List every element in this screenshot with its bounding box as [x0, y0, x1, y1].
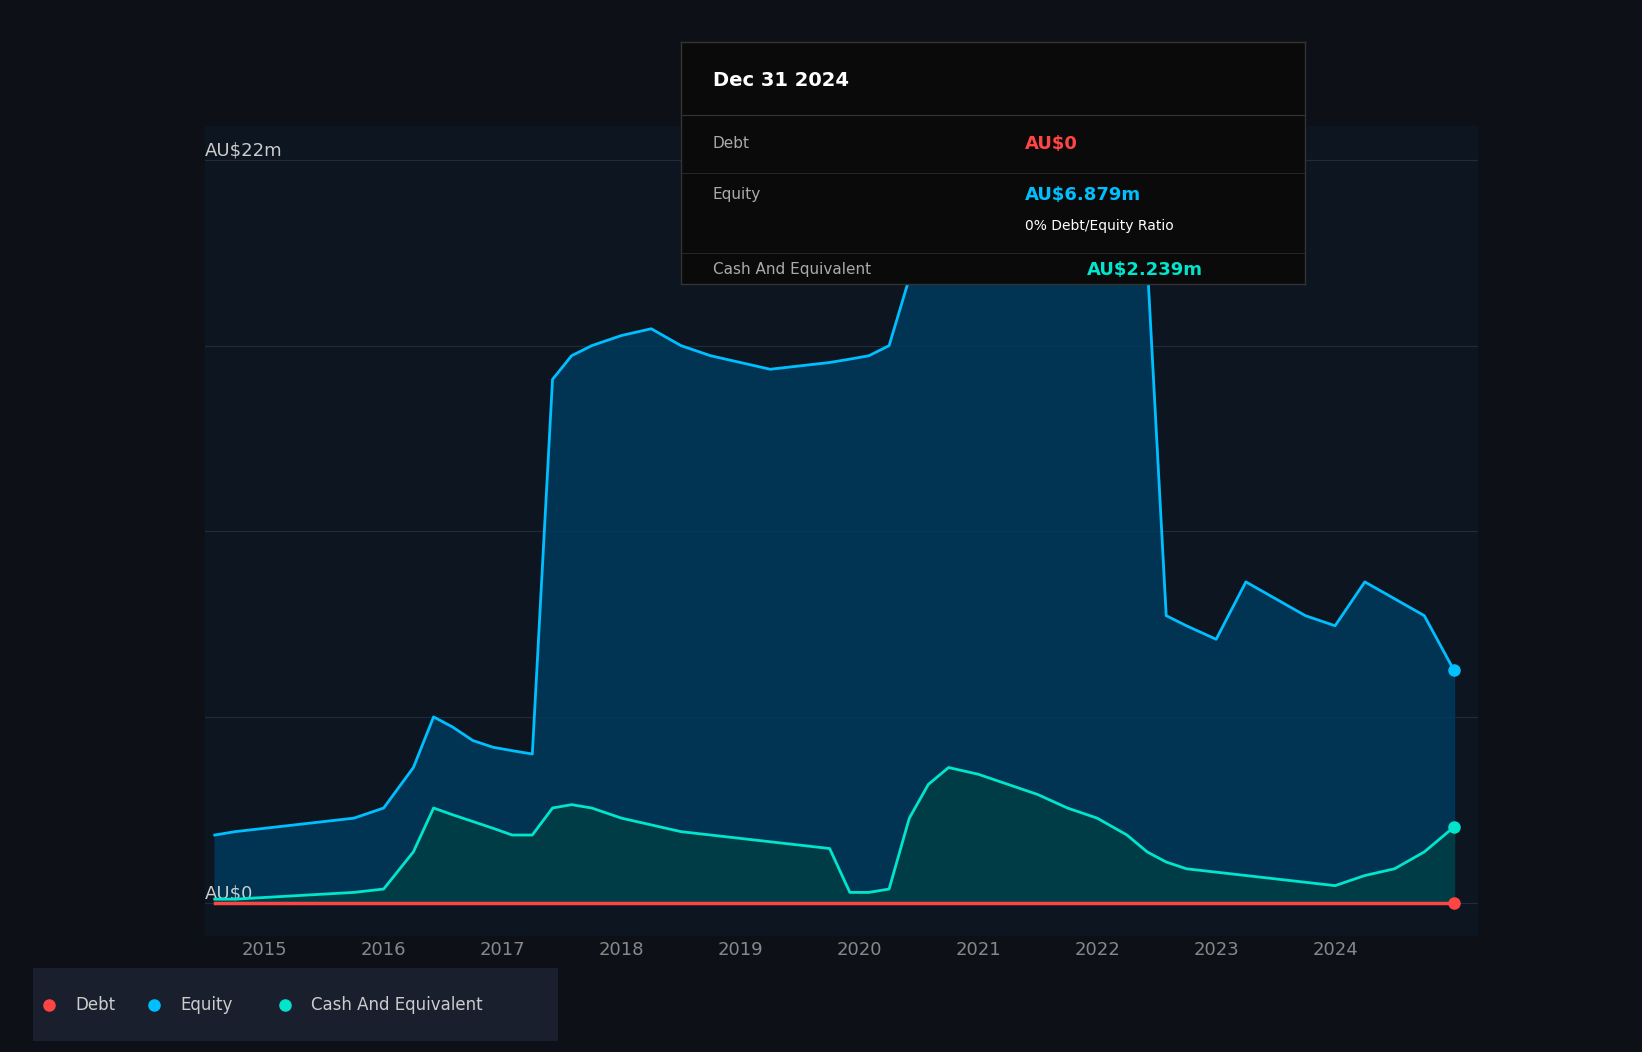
Text: AU$2.239m: AU$2.239m — [1087, 261, 1204, 279]
Text: AU$6.879m: AU$6.879m — [1025, 185, 1141, 203]
Text: Dec 31 2024: Dec 31 2024 — [713, 72, 849, 90]
Text: AU$0: AU$0 — [205, 885, 253, 903]
Text: AU$22m: AU$22m — [205, 142, 282, 160]
Text: Cash And Equivalent: Cash And Equivalent — [312, 995, 483, 1014]
Text: AU$0: AU$0 — [1025, 135, 1077, 153]
Text: Debt: Debt — [76, 995, 115, 1014]
Text: Debt: Debt — [713, 136, 750, 151]
Text: Equity: Equity — [181, 995, 232, 1014]
Text: Equity: Equity — [713, 187, 760, 202]
Text: Cash And Equivalent: Cash And Equivalent — [713, 262, 870, 277]
Text: 0% Debt/Equity Ratio: 0% Debt/Equity Ratio — [1025, 219, 1174, 232]
